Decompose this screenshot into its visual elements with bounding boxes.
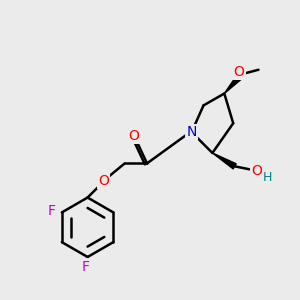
Text: O: O [98,174,110,188]
Text: F: F [82,260,90,274]
Text: H: H [263,171,272,184]
Text: N: N [186,125,197,139]
Text: O: O [252,164,262,178]
Text: O: O [128,129,139,143]
Text: F: F [47,204,56,218]
Polygon shape [224,75,242,94]
Text: O: O [234,65,244,79]
Polygon shape [212,153,236,169]
